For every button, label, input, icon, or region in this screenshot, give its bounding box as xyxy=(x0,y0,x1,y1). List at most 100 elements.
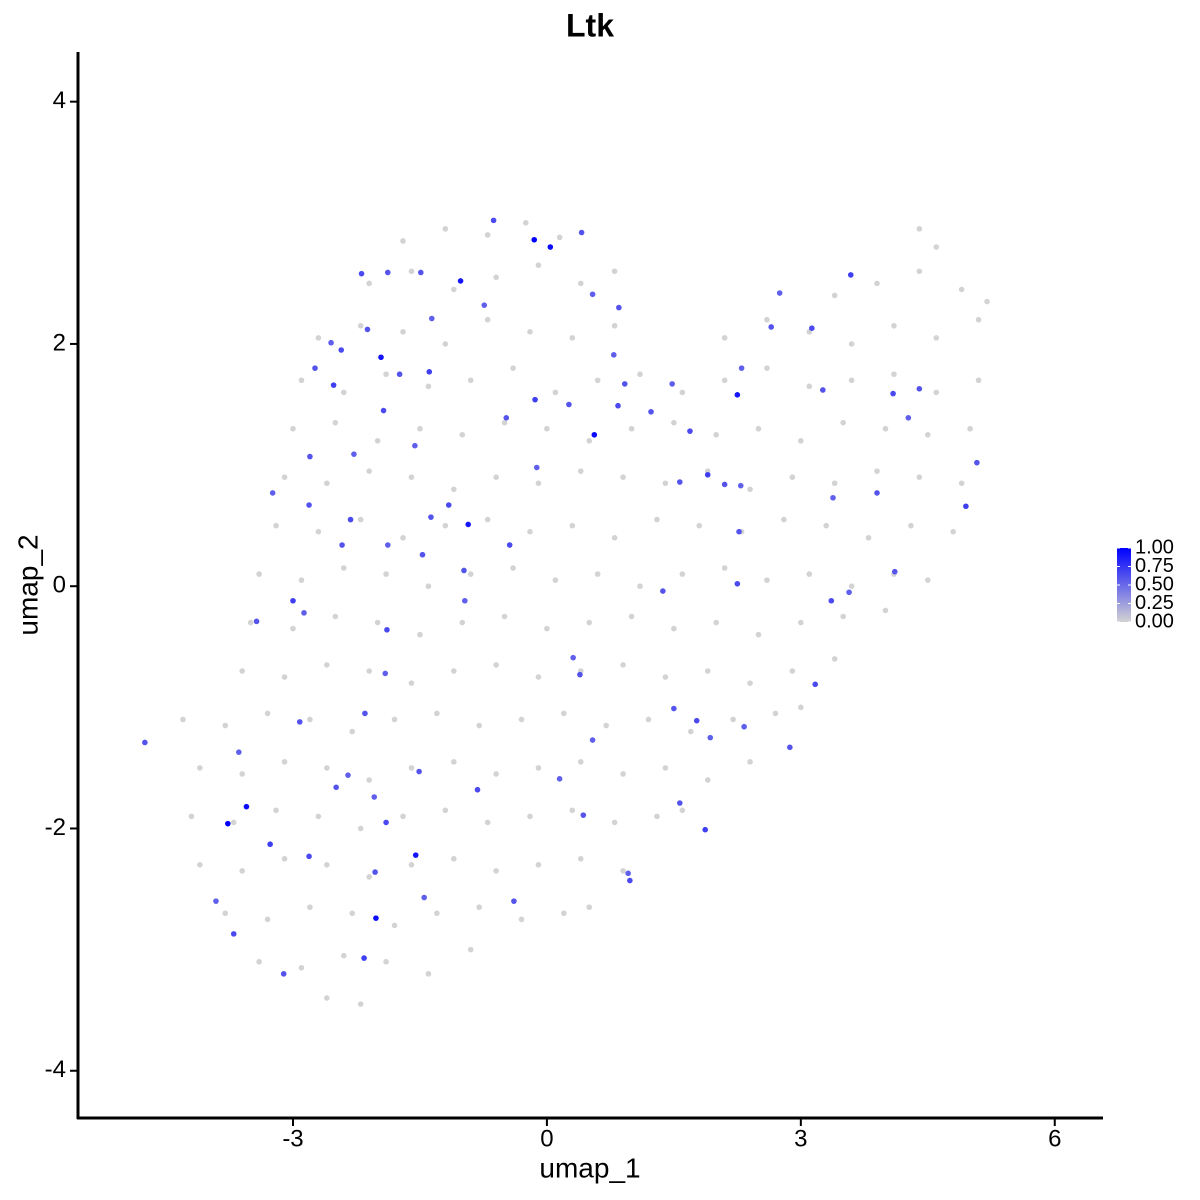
cell-point xyxy=(577,280,584,287)
x-tick-label: 3 xyxy=(794,1125,807,1152)
cell-point xyxy=(874,468,880,474)
x-tick-label: 6 xyxy=(1048,1125,1061,1152)
cell-point xyxy=(357,516,364,523)
cell-point xyxy=(380,407,387,414)
y-tick-label: 4 xyxy=(53,87,66,114)
cell-point xyxy=(374,438,381,444)
cell-point xyxy=(267,841,273,848)
cell-point xyxy=(933,244,940,250)
cell-point xyxy=(736,528,742,535)
cell-point xyxy=(611,322,618,329)
cell-point xyxy=(637,371,643,378)
cell-point xyxy=(347,516,354,523)
cell-point xyxy=(307,453,313,460)
cell-point xyxy=(253,618,260,625)
cell-point xyxy=(561,710,567,717)
cell-point xyxy=(467,377,474,384)
cell-point xyxy=(812,681,819,688)
cell-point xyxy=(371,794,378,800)
cell-point xyxy=(298,964,305,971)
cell-point xyxy=(362,710,368,717)
cell-point xyxy=(721,335,728,341)
cell-point xyxy=(616,304,622,311)
cell-point xyxy=(586,438,593,444)
cell-point xyxy=(645,716,652,723)
cell-point xyxy=(378,354,384,361)
cell-point xyxy=(625,870,631,877)
cell-point xyxy=(556,234,563,241)
cell-point xyxy=(315,528,322,535)
cell-point xyxy=(366,280,372,287)
cell-point xyxy=(484,819,491,826)
cell-point xyxy=(755,631,762,638)
cell-point xyxy=(611,268,618,275)
cell-point xyxy=(230,819,237,826)
cell-point xyxy=(503,415,510,421)
cell-point xyxy=(197,765,203,771)
colorbar xyxy=(1117,548,1131,622)
cell-point xyxy=(366,777,372,783)
cell-point xyxy=(391,922,398,929)
cell-point xyxy=(236,749,242,755)
cell-point xyxy=(781,516,787,523)
cell-point xyxy=(408,862,415,868)
cell-point xyxy=(416,768,422,775)
cell-point xyxy=(620,771,626,777)
cell-point xyxy=(298,377,305,384)
cell-point xyxy=(848,341,855,347)
cell-point xyxy=(467,571,474,577)
cell-point xyxy=(425,583,432,590)
y-tick-label: -4 xyxy=(45,1056,66,1083)
cell-point xyxy=(687,728,694,735)
cell-point xyxy=(734,580,741,587)
cell-point xyxy=(328,339,334,346)
colorbar-label: 0.50 xyxy=(1135,573,1174,595)
cell-point xyxy=(620,868,626,874)
cell-point xyxy=(569,522,576,529)
cell-point xyxy=(518,916,525,923)
cell-point xyxy=(891,371,897,378)
cell-point xyxy=(831,480,838,487)
cell-point xyxy=(493,474,499,480)
cell-point xyxy=(958,480,965,487)
cell-point xyxy=(586,904,593,911)
cell-point xyxy=(676,800,683,806)
cell-point xyxy=(408,765,415,771)
cell-point xyxy=(603,722,609,729)
cell-point xyxy=(764,577,770,583)
cell-point xyxy=(544,625,550,632)
cell-point xyxy=(547,244,554,250)
cell-point xyxy=(950,528,956,535)
cell-point xyxy=(676,479,683,485)
cell-point xyxy=(408,680,415,686)
cell-point xyxy=(281,855,288,862)
cell-point xyxy=(586,619,593,626)
x-tick-label: -3 xyxy=(282,1125,303,1152)
cell-point xyxy=(916,226,923,232)
cell-point xyxy=(527,329,533,335)
cell-point xyxy=(462,597,468,604)
cell-point xyxy=(594,571,601,577)
cell-point xyxy=(281,474,288,480)
cell-point xyxy=(459,619,466,626)
cell-point xyxy=(577,468,584,474)
cell-point xyxy=(400,813,406,820)
cell-point xyxy=(493,771,499,777)
cell-point xyxy=(693,717,700,724)
cell-point xyxy=(484,516,491,523)
cell-point xyxy=(738,365,745,371)
cell-point xyxy=(324,995,330,1001)
cell-point xyxy=(702,826,708,833)
cell-point xyxy=(721,565,728,571)
cell-point xyxy=(465,521,471,528)
cell-point xyxy=(580,812,587,818)
y-tick-label: -2 xyxy=(45,814,66,841)
cell-point xyxy=(984,298,990,305)
cell-point xyxy=(361,955,367,961)
cell-point xyxy=(364,326,371,333)
cell-point xyxy=(570,654,576,661)
cell-point xyxy=(679,389,686,396)
cell-point xyxy=(324,765,330,771)
cell-point xyxy=(493,868,499,874)
